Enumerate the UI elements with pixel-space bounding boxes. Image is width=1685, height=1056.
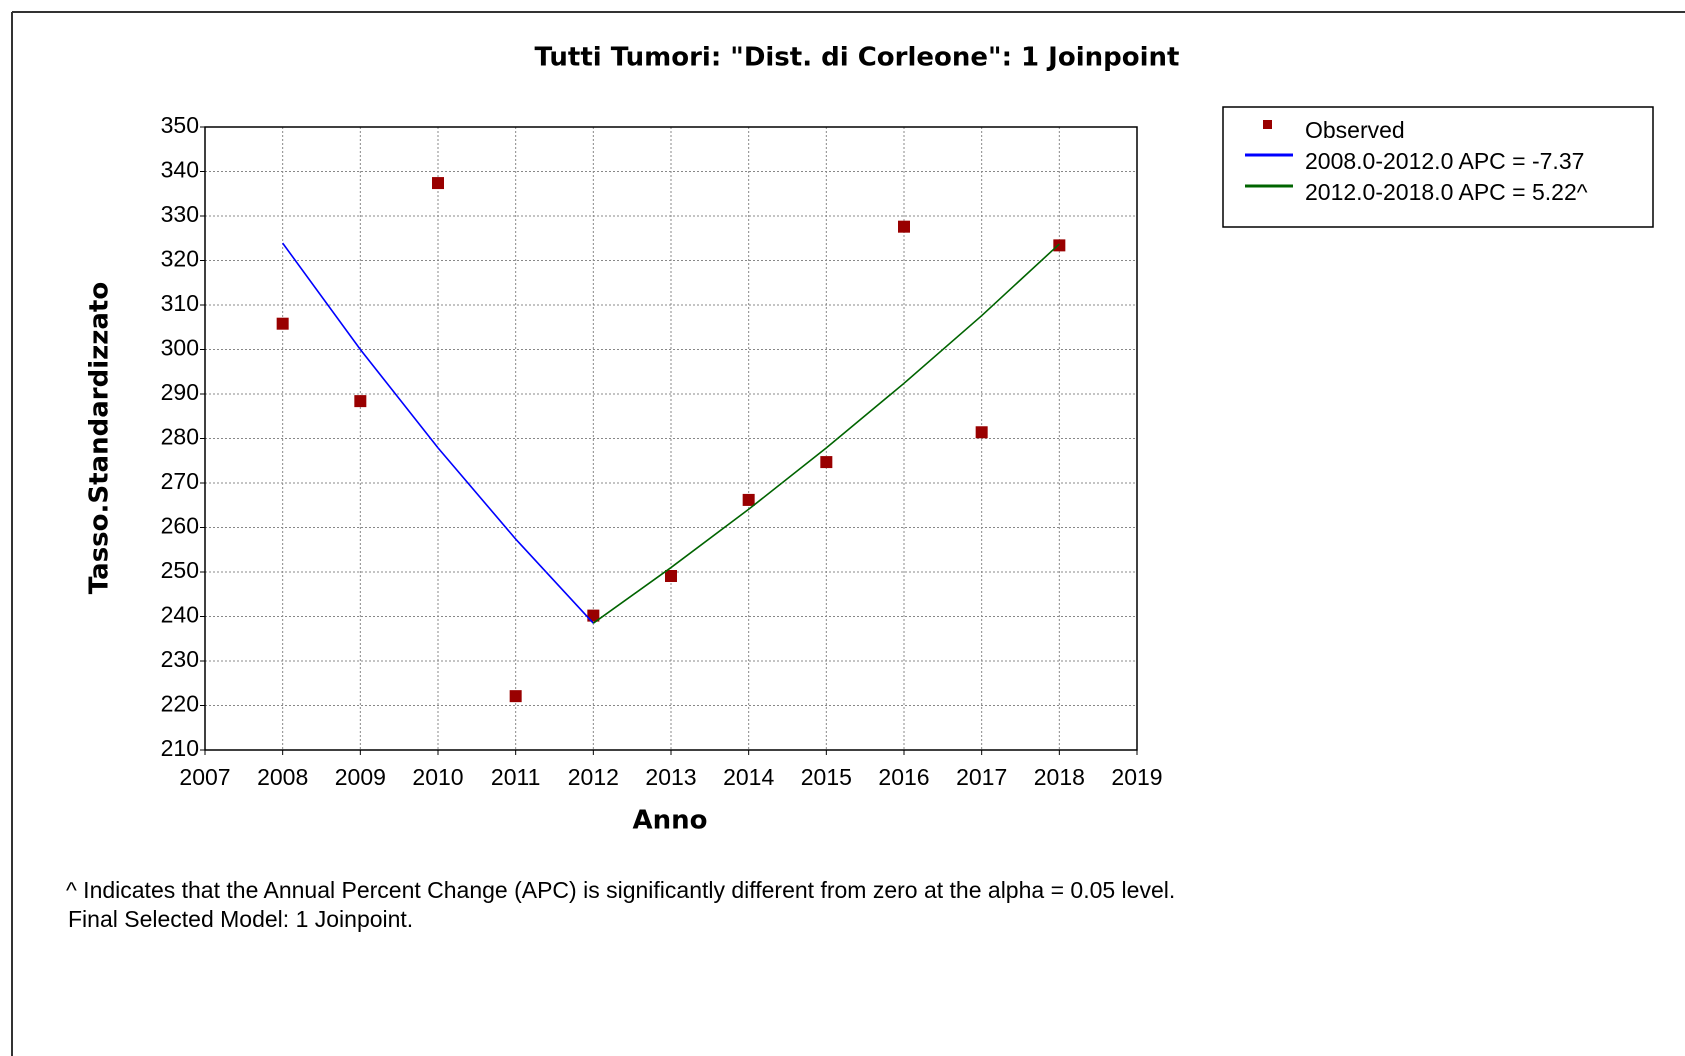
y-tick-label: 340 <box>161 157 199 183</box>
x-tick-label: 2012 <box>568 764 619 790</box>
x-tick-label: 2011 <box>491 764 540 790</box>
y-tick-label: 210 <box>161 735 199 761</box>
observed-point <box>354 395 367 408</box>
observed-point <box>276 317 289 330</box>
observed-point <box>898 220 910 233</box>
observed-point <box>975 426 988 439</box>
y-tick-label: 320 <box>161 246 199 272</box>
x-tick-label: 2017 <box>956 764 1007 790</box>
legend-box <box>1222 106 1654 228</box>
observed-point <box>1053 239 1066 252</box>
footnote: ^ Indicates that the Annual Percent Chan… <box>66 877 1175 903</box>
y-tick-label: 220 <box>161 691 199 717</box>
plot-border <box>204 126 1138 751</box>
legend-label: Observed <box>1305 117 1405 143</box>
y-tick-label: 230 <box>161 646 199 672</box>
x-tick-label: 2018 <box>1034 764 1085 790</box>
y-tick-label: 260 <box>161 513 199 539</box>
chart-title: Tutti Tumori: "Dist. di Corleone": 1 Joi… <box>535 43 1180 73</box>
observed-point <box>742 493 755 506</box>
y-tick-label: 280 <box>161 424 199 450</box>
y-axis-label: Tasso.Standardizzato <box>85 282 115 594</box>
y-tick-label: 350 <box>161 112 199 138</box>
legend-label: 2008.0-2012.0 APC = -7.37 <box>1305 148 1584 174</box>
observed-point <box>820 456 833 469</box>
x-tick-label: 2014 <box>723 764 774 790</box>
legend-label: 2012.0-2018.0 APC = 5.22^ <box>1305 179 1588 205</box>
y-tick-label: 290 <box>161 379 199 405</box>
observed-point <box>587 609 600 622</box>
observed-point <box>665 570 677 583</box>
y-tick-label: 300 <box>161 335 199 361</box>
y-tick-label: 270 <box>161 468 199 494</box>
observed-point <box>509 690 522 703</box>
fit-line <box>592 243 1060 624</box>
y-tick-label: 330 <box>161 201 199 227</box>
x-axis-label: Anno <box>632 806 707 836</box>
y-tick-label: 240 <box>161 602 199 628</box>
y-tick-label: 250 <box>161 557 199 583</box>
x-tick-label: 2016 <box>878 764 929 790</box>
observed-point <box>432 177 444 190</box>
x-tick-label: 2007 <box>179 764 230 790</box>
y-tick-label: 310 <box>161 290 199 316</box>
footnote: Final Selected Model: 1 Joinpoint. <box>68 906 413 932</box>
x-tick-label: 2009 <box>335 764 386 790</box>
x-tick-label: 2019 <box>1111 764 1162 790</box>
legend-marker <box>1263 120 1272 129</box>
x-tick-label: 2008 <box>257 764 308 790</box>
fit-line <box>282 242 594 624</box>
x-tick-label: 2013 <box>645 764 696 790</box>
x-tick-label: 2015 <box>801 764 852 790</box>
x-tick-label: 2010 <box>412 764 463 790</box>
